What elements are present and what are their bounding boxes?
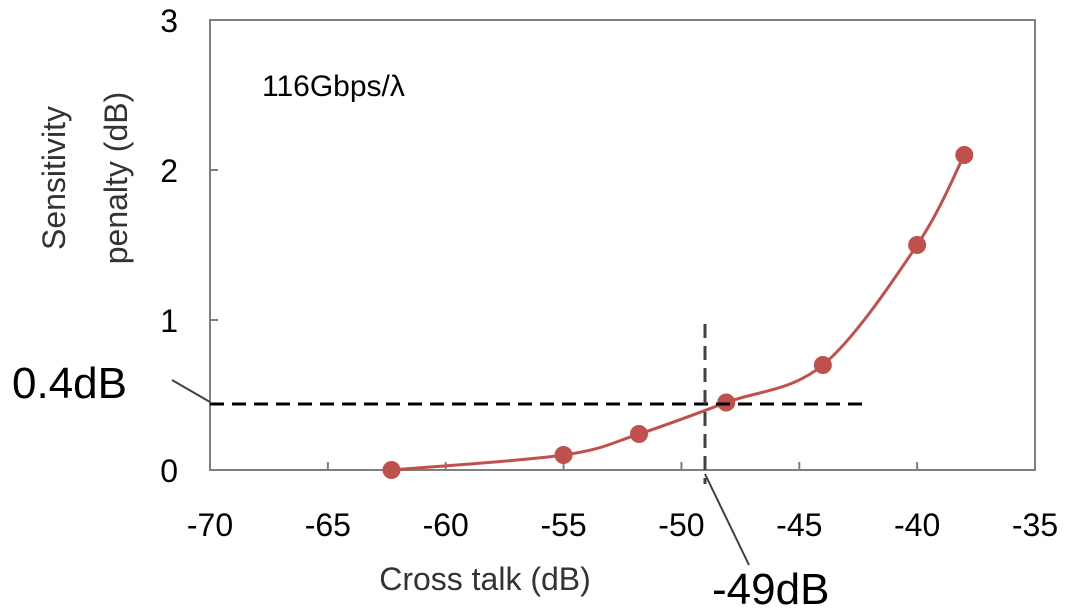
y-axis-title-line-2: penalty (dB) (98, 92, 134, 265)
x-tick-label: -55 (540, 507, 586, 543)
x-tick-label: -65 (305, 507, 351, 543)
x-tick-label: -50 (658, 507, 704, 543)
vline-callout-label: -49dB (712, 565, 829, 613)
x-tick-label: -70 (187, 507, 233, 543)
y-tick-label: 0 (160, 453, 178, 489)
hline-callout-label: 0.4dB (12, 359, 127, 408)
y-axis-title-line-1: Sensitivity (36, 106, 72, 250)
data-point (813, 356, 832, 374)
x-tick-label: -40 (894, 507, 940, 543)
x-tick-label: -45 (776, 507, 822, 543)
y-tick-label: 2 (160, 153, 178, 189)
x-axis-title: Cross talk (dB) (379, 561, 591, 597)
hline-callout-leader (171, 379, 211, 403)
data-point (554, 446, 573, 464)
x-tick-label: -60 (423, 507, 469, 543)
inset-label: 116Gbps/λ (262, 70, 405, 103)
plot-frame (209, 19, 1036, 471)
vline-callout-leader (704, 473, 750, 566)
y-tick-label: 3 (160, 3, 178, 39)
series-line (391, 154, 966, 472)
data-point (955, 146, 974, 164)
data-point (382, 461, 401, 479)
data-point (908, 236, 927, 254)
y-tick-label: 1 (160, 303, 178, 339)
x-tick-label: -35 (1012, 507, 1058, 543)
data-point (630, 425, 648, 443)
